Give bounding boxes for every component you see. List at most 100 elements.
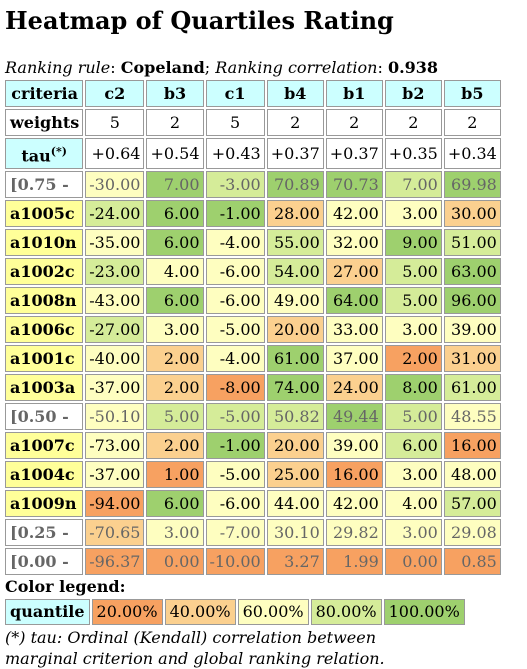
heatmap-cell: 9.00 — [384, 229, 442, 257]
heatmap-cell: 1.00 — [146, 461, 204, 489]
tau-cell: +0.54 — [146, 138, 204, 170]
heatmap-cell: 42.00 — [325, 490, 383, 518]
criteria-label: criteria — [5, 80, 84, 107]
page-title: Heatmap of Quartiles Rating — [5, 6, 394, 35]
heatmap-cell: -6.00 — [205, 287, 265, 315]
heatmap-cell: -6.00 — [205, 490, 265, 518]
ranking-rule-label: Ranking rule — [5, 58, 111, 77]
criterion-header: c2 — [85, 80, 145, 107]
heatmap-cell: 24.00 — [325, 374, 383, 402]
footnote: (*) tau: Ordinal (Kendall) correlation b… — [5, 627, 522, 669]
heatmap-cell: 63.00 — [443, 258, 501, 286]
ranking-correlation-value: 0.938 — [387, 58, 439, 77]
weight-cell: 2 — [325, 109, 383, 136]
heatmap-cell: 20.00 — [266, 432, 324, 460]
heatmap-cell: 3.00 — [146, 316, 204, 344]
alternative-row: a1004c -37.00 1.00 -5.00 25.00 16.00 3.00 48.00 — [5, 461, 501, 489]
heatmap-cell: -94.00 — [85, 490, 145, 518]
heatmap-cell: 5.00 — [384, 403, 442, 431]
heatmap-cell: 3.00 — [384, 200, 442, 228]
heatmap-cell: 6.00 — [146, 490, 204, 518]
heatmap-cell: 28.00 — [266, 200, 324, 228]
quartile-row: [0.50 - -50.10 5.00 -5.00 50.82 49.44 5.00 48.5… — [5, 403, 501, 431]
alternative-label: a1001c — [5, 345, 84, 373]
heatmap-cell: 48.00 — [443, 461, 501, 489]
heatmap-cell: -40.00 — [85, 345, 145, 373]
alternative-label: a1004c — [5, 461, 84, 489]
heatmap-cell: 16.00 — [325, 461, 383, 489]
quartile-row: [0.00 - -96.37 0.00 -10.00 3.27 1.99 0.00 0.85 — [5, 548, 501, 576]
heatmap-cell: 8.00 — [384, 374, 442, 402]
heatmap-cell: 5.00 — [384, 258, 442, 286]
weight-cell: 2 — [146, 109, 204, 136]
heatmap-cell: 3.00 — [384, 461, 442, 489]
heatmap-cell: -23.00 — [85, 258, 145, 286]
alternative-row: a1003a -37.00 2.00 -8.00 74.00 24.00 8.00 61.00 — [5, 374, 501, 402]
heatmap-cell: 48.55 — [443, 403, 501, 431]
heatmap-cell: 42.00 — [325, 200, 383, 228]
tau-cell: +0.64 — [85, 138, 145, 170]
heatmap-cell: 27.00 — [325, 258, 383, 286]
alternative-label: a1005c — [5, 200, 84, 228]
heatmap-cell: 64.00 — [325, 287, 383, 315]
heatmap-cell: 0.00 — [384, 548, 442, 576]
quartile-row: [0.25 - -70.65 3.00 -7.00 30.10 29.82 3.00 29.0… — [5, 519, 501, 547]
alternative-row: a1001c -40.00 2.00 -4.00 61.00 37.00 2.00 31.00 — [5, 345, 501, 373]
weight-cell: 5 — [85, 109, 145, 136]
alternative-row: a1002c -23.00 4.00 -6.00 54.00 27.00 5.00 63.00 — [5, 258, 501, 286]
heatmap-cell: -10.00 — [205, 548, 265, 576]
alternative-row: a1008n -43.00 6.00 -6.00 49.00 64.00 5.00 96.00 — [5, 287, 501, 315]
alternative-row: a1010n -35.00 6.00 -4.00 55.00 32.00 9.00 51.00 — [5, 229, 501, 257]
heatmap-cell: 3.00 — [384, 519, 442, 547]
criterion-header: b4 — [266, 80, 324, 107]
heatmap-cell: 6.00 — [146, 200, 204, 228]
heatmap-cell: -7.00 — [205, 519, 265, 547]
heatmap-cell: 50.82 — [266, 403, 324, 431]
criterion-header: c1 — [205, 80, 265, 107]
heatmap-cell: 31.00 — [443, 345, 501, 373]
heatmap-cell: 16.00 — [443, 432, 501, 460]
alternative-label: a1003a — [5, 374, 84, 402]
heatmap-cell: -37.00 — [85, 461, 145, 489]
heatmap-cell: 37.00 — [325, 345, 383, 373]
legend-swatch: 20.00% — [91, 599, 163, 626]
heatmap-cell: 3.27 — [266, 548, 324, 576]
heatmap-table: criteria c2 b3 c1 b4 b1 b2 b5 weights 5 … — [3, 78, 503, 577]
footnote-line: (*) tau: Ordinal (Kendall) correlation b… — [5, 628, 377, 648]
heatmap-cell: 29.82 — [325, 519, 383, 547]
criterion-header: b5 — [443, 80, 501, 107]
legend-swatch: 60.00% — [237, 599, 309, 626]
heatmap-cell: 0.85 — [443, 548, 501, 576]
heatmap-cell: 69.98 — [443, 171, 501, 199]
heatmap-cell: 96.00 — [443, 287, 501, 315]
alternative-row: a1005c -24.00 6.00 -1.00 28.00 42.00 3.00 30.00 — [5, 200, 501, 228]
heatmap-cell: -4.00 — [205, 345, 265, 373]
heatmap-cell: -30.00 — [85, 171, 145, 199]
heatmap-cell: 61.00 — [266, 345, 324, 373]
heatmap-cell: -5.00 — [205, 403, 265, 431]
heatmap-cell: 3.00 — [146, 519, 204, 547]
criterion-header: b1 — [325, 80, 383, 107]
criterion-header: b3 — [146, 80, 204, 107]
heatmap-cell: 25.00 — [266, 461, 324, 489]
heatmap-cell: -6.00 — [205, 258, 265, 286]
heatmap-cell: 39.00 — [443, 316, 501, 344]
quartile-label: [0.25 - — [5, 519, 84, 547]
heatmap-cell: -24.00 — [85, 200, 145, 228]
ranking-meta: Ranking rule: Copeland; Ranking correlat… — [5, 58, 439, 77]
legend-label: quantile — [5, 599, 90, 626]
tau-row: tau(*) +0.64 +0.54 +0.43 +0.37 +0.37 +0.… — [5, 138, 501, 170]
alternative-row: a1006c -27.00 3.00 -5.00 20.00 33.00 3.00 39.00 — [5, 316, 501, 344]
heatmap-cell: -3.00 — [205, 171, 265, 199]
heatmap-cell: 61.00 — [443, 374, 501, 402]
tau-label-text: tau — [21, 146, 51, 166]
heatmap-cell: -73.00 — [85, 432, 145, 460]
legend-swatch: 40.00% — [164, 599, 236, 626]
quartile-label: [0.00 - — [5, 548, 84, 576]
heatmap-cell: 70.73 — [325, 171, 383, 199]
ranking-correlation-label: Ranking correlation — [215, 58, 378, 77]
heatmap-cell: -37.00 — [85, 374, 145, 402]
heatmap-cell: 49.00 — [266, 287, 324, 315]
alternative-label: a1007c — [5, 432, 84, 460]
